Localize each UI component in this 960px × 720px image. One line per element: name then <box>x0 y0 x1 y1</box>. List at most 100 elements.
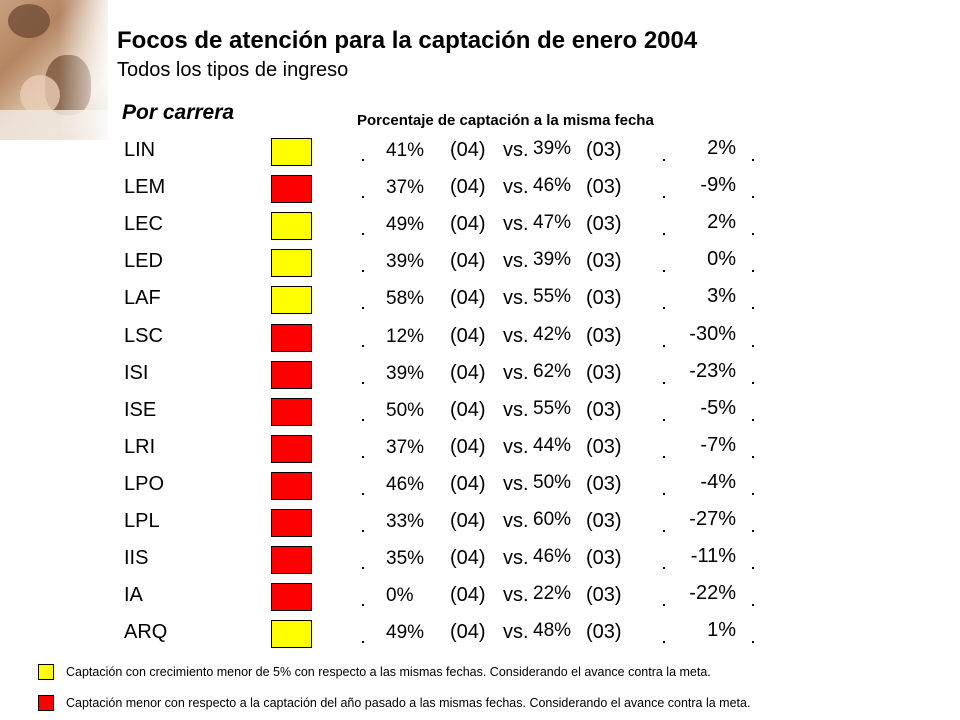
pct-difference: 0% <box>707 248 736 271</box>
pct-2004: 12% <box>386 325 425 347</box>
pct-2004: 58% <box>386 288 425 310</box>
career-label: ISI <box>124 361 149 384</box>
status-indicator <box>271 583 312 612</box>
pct-difference: 1% <box>707 619 736 642</box>
year-tag-04: (04) <box>450 472 486 495</box>
pct-difference: -7% <box>700 433 736 456</box>
status-indicator <box>271 175 312 204</box>
year-tag-04: (04) <box>450 584 486 607</box>
pct-2004: 41% <box>386 140 425 161</box>
marker-dot <box>752 196 754 199</box>
students-photo <box>0 0 108 140</box>
pct-2003: 60% <box>533 509 572 530</box>
pct-2003: 47% <box>533 212 572 234</box>
page-subtitle: Todos los tipos de ingreso <box>117 59 349 81</box>
year-tag-03: (03) <box>586 472 622 495</box>
year-tag-04: (04) <box>450 213 486 236</box>
status-indicator <box>271 471 312 500</box>
year-tag-04: (04) <box>450 510 486 532</box>
marker-dot <box>663 270 665 273</box>
vs-label: vs. <box>503 472 529 495</box>
table-row: LIN 41% (04) vs. 39% (03) 2% <box>0 137 960 173</box>
page-title: Focos de atención para la captación de e… <box>117 27 698 54</box>
year-tag-03: (03) <box>586 250 622 273</box>
year-tag-04: (04) <box>450 139 486 161</box>
marker-dot <box>663 196 665 199</box>
career-label: ISE <box>124 398 157 421</box>
table-row: LRI 37% (04) vs. 44% (03) -7% <box>0 434 960 470</box>
career-label: LPL <box>124 510 160 532</box>
pct-2003: 50% <box>533 471 572 493</box>
table-row: IA 0% (04) vs. 22% (03) -22% <box>0 582 960 618</box>
marker-dot <box>362 233 364 236</box>
marker-dot <box>663 307 665 310</box>
vs-label: vs. <box>503 287 529 310</box>
career-label: LEC <box>124 213 163 236</box>
year-tag-04: (04) <box>450 547 486 570</box>
pct-difference: 3% <box>707 285 736 308</box>
pct-2003: 46% <box>533 175 572 197</box>
year-tag-03: (03) <box>586 510 622 532</box>
career-label: LED <box>124 250 163 273</box>
vs-label: vs. <box>503 547 529 570</box>
vs-label: vs. <box>503 361 529 384</box>
year-tag-03: (03) <box>586 139 622 161</box>
year-tag-03: (03) <box>586 435 622 458</box>
marker-dot <box>752 418 754 421</box>
marker-dot <box>362 270 364 273</box>
marker-dot <box>752 567 754 570</box>
pct-2003: 44% <box>533 434 572 456</box>
status-indicator <box>271 249 312 278</box>
pct-2003: 39% <box>533 249 572 271</box>
table-row: ISE 50% (04) vs. 55% (03) -5% <box>0 397 960 433</box>
year-tag-03: (03) <box>586 584 622 607</box>
table-row: LED 39% (04) vs. 39% (03) 0% <box>0 248 960 284</box>
table-row: LSC 12% (04) vs. 42% (03) -30% <box>0 323 960 359</box>
vs-label: vs. <box>503 435 529 458</box>
year-tag-04: (04) <box>450 250 486 273</box>
table-row: LPO 46% (04) vs. 50% (03) -4% <box>0 471 960 507</box>
status-indicator <box>271 286 312 315</box>
marker-dot <box>752 233 754 236</box>
vs-label: vs. <box>503 621 529 644</box>
vs-label: vs. <box>503 213 529 236</box>
marker-dot <box>663 567 665 570</box>
marker-dot <box>663 159 665 161</box>
marker-dot <box>752 307 754 310</box>
table-row: LAF 58% (04) vs. 55% (03) 3% <box>0 285 960 321</box>
marker-dot <box>362 307 364 310</box>
vs-label: vs. <box>503 176 529 199</box>
marker-dot <box>752 455 754 458</box>
marker-dot <box>362 530 364 532</box>
pct-2004: 49% <box>386 622 425 644</box>
marker-dot <box>752 604 754 607</box>
marker-dot <box>362 455 364 458</box>
year-tag-03: (03) <box>586 176 622 199</box>
pct-2004: 49% <box>386 214 425 236</box>
year-tag-04: (04) <box>450 176 486 199</box>
table-row: LPL 33% (04) vs. 60% (03) -27% <box>0 508 960 544</box>
pct-2004: 39% <box>386 251 425 273</box>
career-label: LRI <box>124 435 156 458</box>
pct-difference: -27% <box>689 508 736 530</box>
career-label: IA <box>124 584 143 607</box>
pct-difference: -22% <box>689 582 736 605</box>
pct-2003: 62% <box>533 360 572 382</box>
status-indicator <box>271 360 312 389</box>
pct-2003: 46% <box>533 546 572 568</box>
pct-2004: 37% <box>386 177 425 199</box>
pct-2004: 37% <box>386 436 425 458</box>
career-label: LAF <box>124 287 161 310</box>
marker-dot <box>663 530 665 532</box>
legend-item: Captación menor con respecto a la captac… <box>38 695 938 715</box>
pct-difference: 2% <box>707 137 736 159</box>
career-label: IIS <box>124 547 149 570</box>
table-row: IIS 35% (04) vs. 46% (03) -11% <box>0 545 960 581</box>
marker-dot <box>663 418 665 421</box>
pct-2004: 33% <box>386 511 425 532</box>
marker-dot <box>362 344 364 347</box>
legend-text: Captación menor con respecto a la captac… <box>66 696 751 710</box>
status-indicator <box>271 397 312 426</box>
pct-2003: 55% <box>533 397 572 419</box>
photo-fade <box>0 0 108 140</box>
